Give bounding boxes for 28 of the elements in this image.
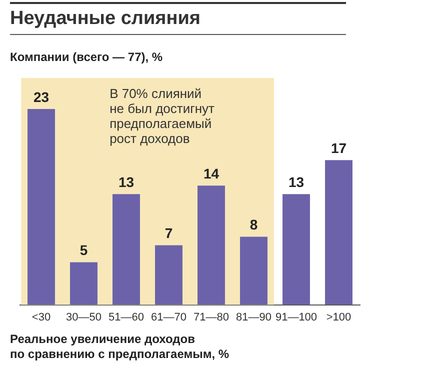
bar	[240, 236, 268, 305]
bar	[155, 245, 182, 305]
data-label: 23	[33, 88, 50, 105]
x-tick-label: >100	[326, 311, 352, 324]
bar	[28, 109, 55, 305]
bar	[198, 186, 225, 305]
x-tick-label: 51—60	[108, 311, 144, 324]
data-label: 8	[250, 216, 258, 233]
data-label: 7	[164, 225, 173, 242]
data-label: 13	[288, 174, 304, 190]
data-label: 14	[203, 165, 220, 182]
data-label: 5	[80, 242, 88, 258]
band-label: В 70% слияний не был достигнут предполагаемый рост доходов	[110, 86, 215, 146]
x-tick-label: 81—90	[236, 311, 272, 324]
data-label: 13	[118, 174, 134, 190]
bar	[282, 194, 310, 305]
x-tick-label: 71—80	[194, 311, 229, 324]
x-tick-label: 91—100	[275, 311, 318, 324]
x-tick-label: <30	[32, 311, 51, 324]
x-tick-label: 30—50	[66, 311, 102, 324]
y-axis-title: Компании (всего — 77), %	[10, 50, 163, 64]
chart-title: Неудачные слияния	[10, 8, 201, 30]
bar	[325, 160, 352, 305]
data-label: 17	[330, 140, 347, 156]
x-axis-title: Реальное увеличение доходов по сравнению с предполагаемым, %	[10, 332, 230, 362]
bar	[112, 194, 140, 305]
bar	[70, 262, 98, 305]
x-tick-label: 61—70	[151, 311, 186, 324]
